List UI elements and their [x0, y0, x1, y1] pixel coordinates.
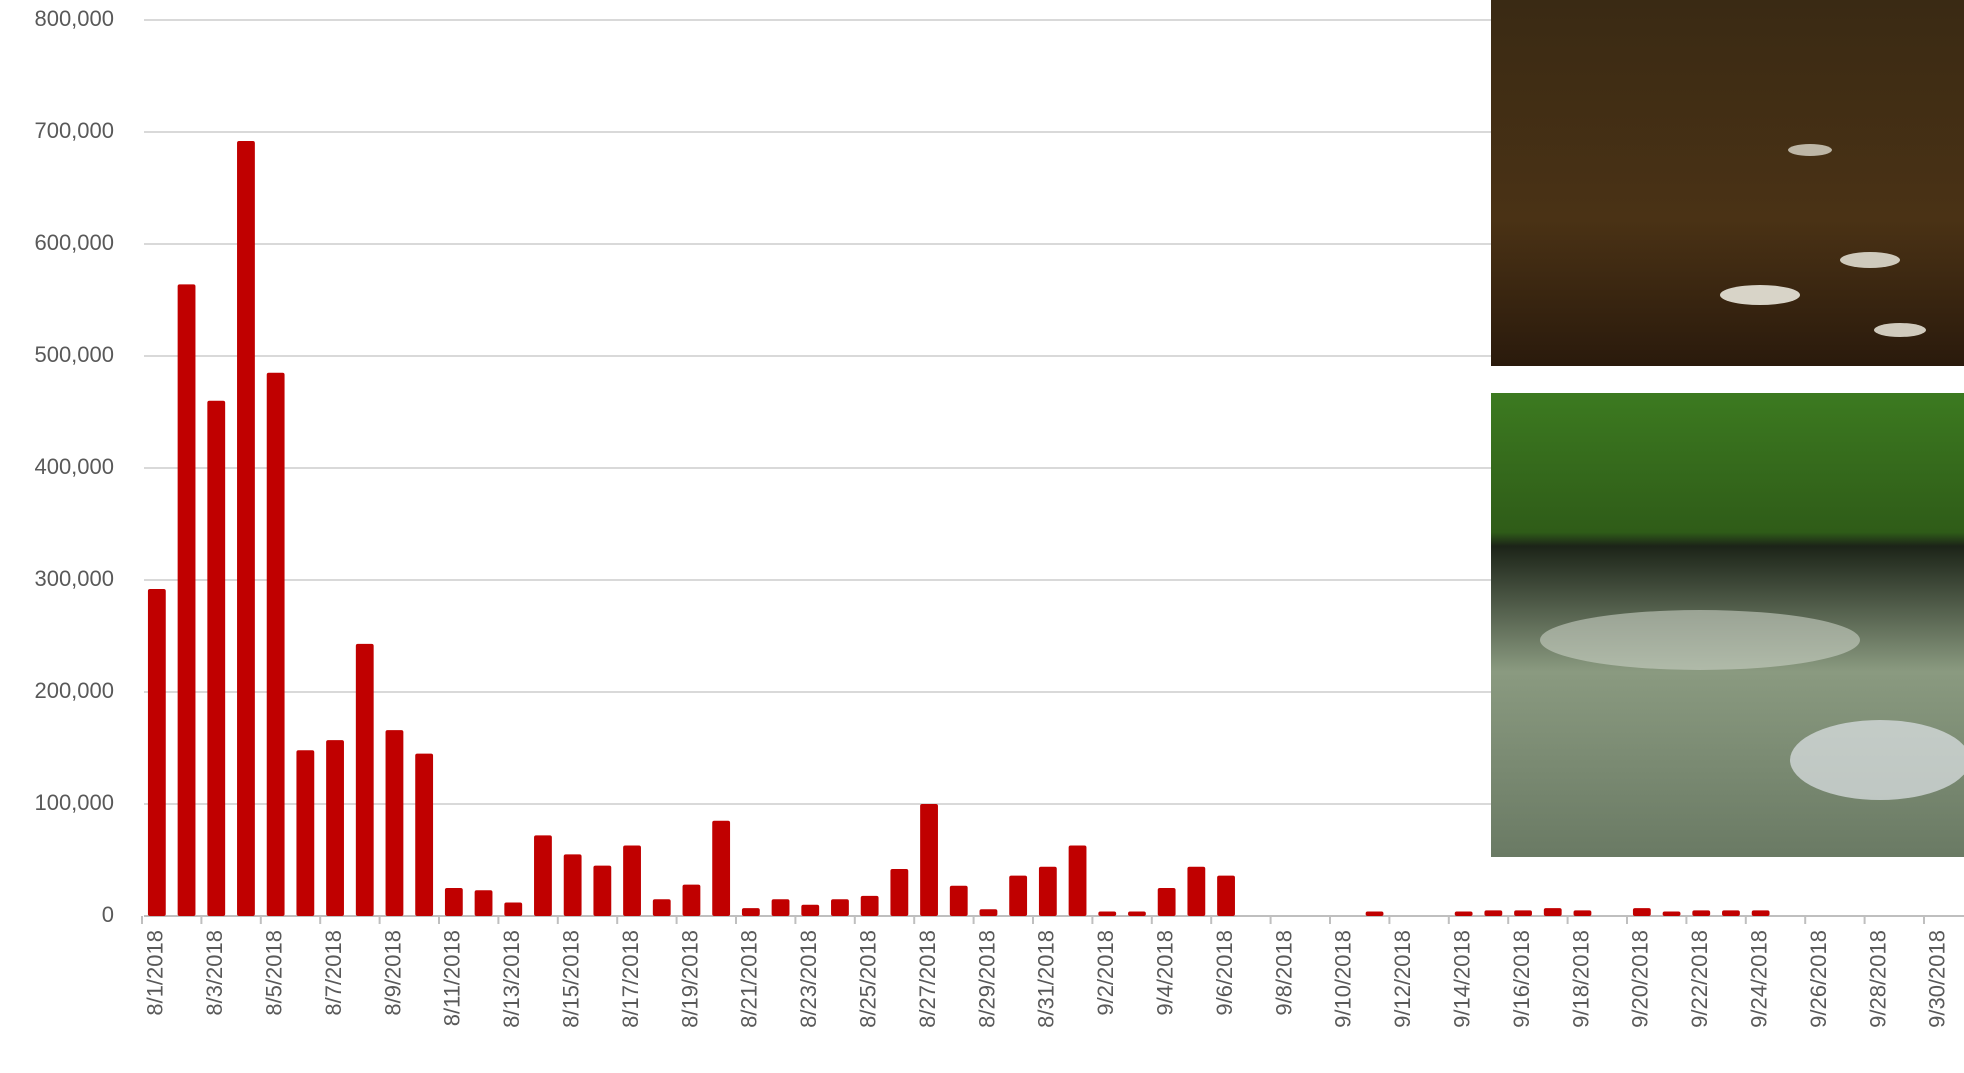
- x-tick-label: 9/28/2018: [1865, 930, 1890, 1028]
- bar: [771, 899, 790, 916]
- bar: [890, 868, 909, 916]
- bar: [1038, 866, 1057, 916]
- bar: [979, 909, 998, 916]
- bar: [712, 820, 731, 916]
- bar: [1068, 845, 1087, 916]
- bar: [207, 400, 226, 916]
- x-tick-label: 8/7/2018: [321, 930, 346, 1016]
- x-tick-label: 9/26/2018: [1806, 930, 1831, 1028]
- x-tick-label: 8/27/2018: [915, 930, 940, 1028]
- x-tick-label: 8/3/2018: [202, 930, 227, 1016]
- bar: [355, 643, 374, 916]
- bar: [177, 284, 196, 916]
- x-tick-label: 8/1/2018: [143, 930, 168, 1016]
- bar: [444, 888, 463, 916]
- x-tick-label: 8/17/2018: [618, 930, 643, 1028]
- bar: [920, 804, 938, 916]
- bar: [1514, 910, 1532, 916]
- bar: [534, 835, 552, 916]
- bar: [1692, 910, 1711, 916]
- x-tick-label: 9/6/2018: [1212, 930, 1237, 1016]
- photo-detail: [1790, 720, 1964, 800]
- x-tick-label: 8/19/2018: [677, 930, 702, 1028]
- bar: [1365, 911, 1384, 916]
- x-tick-label: 9/24/2018: [1746, 930, 1771, 1028]
- x-tick-label: 9/30/2018: [1925, 930, 1950, 1028]
- x-tick-label: 9/18/2018: [1568, 930, 1593, 1028]
- photos: [1491, 0, 1964, 857]
- plot-layer: 0 100,000 200,000 300,000 400,000 500,000 600,…: [34, 6, 1964, 1028]
- bar: [741, 908, 760, 916]
- y-tick-label: 300,000: [34, 566, 114, 591]
- bar: [237, 140, 255, 916]
- bar: [1128, 911, 1146, 916]
- bar: [1632, 908, 1651, 916]
- bar: [860, 895, 879, 916]
- bar: [563, 854, 582, 916]
- x-tick-label: 9/16/2018: [1509, 930, 1534, 1028]
- bar: [1098, 911, 1117, 916]
- bar: [296, 750, 315, 916]
- bar: [1573, 910, 1592, 916]
- bar: [682, 884, 701, 916]
- x-tick-label: 8/11/2018: [440, 930, 465, 1026]
- x-tick-label: 8/29/2018: [974, 930, 999, 1028]
- x-tick-label: 8/15/2018: [558, 930, 583, 1028]
- x-tick-label: 9/10/2018: [1331, 930, 1356, 1028]
- bar: [266, 372, 285, 916]
- y-tick-label: 500,000: [34, 342, 114, 367]
- y-tick-label: 700,000: [34, 118, 114, 143]
- bar: [1662, 911, 1681, 916]
- bar: [1751, 910, 1770, 916]
- x-tick-label: 9/8/2018: [1271, 930, 1296, 1016]
- x-tick-label: 9/14/2018: [1449, 930, 1474, 1028]
- y-tick-label: 400,000: [34, 454, 114, 479]
- bar: [1484, 910, 1503, 916]
- x-tick-label: 9/4/2018: [1152, 930, 1177, 1016]
- bar: [623, 845, 641, 916]
- bar: [1543, 908, 1562, 916]
- bar: [593, 865, 612, 916]
- x-tick-label: 9/2/2018: [1093, 930, 1118, 1016]
- x-tick-label: 8/9/2018: [380, 930, 405, 1016]
- bar: [326, 740, 344, 916]
- bar: [801, 904, 820, 916]
- x-tick-label: 8/25/2018: [855, 930, 880, 1028]
- y-tick-label: 200,000: [34, 678, 114, 703]
- bar: [831, 899, 849, 916]
- x-tick-label: 8/5/2018: [261, 930, 286, 1016]
- x-tick-label: 9/20/2018: [1628, 930, 1653, 1028]
- bar: [1722, 910, 1740, 916]
- photo-detail: [1720, 285, 1800, 305]
- bar: [1157, 888, 1176, 916]
- photo-detail: [1540, 610, 1860, 670]
- y-tick-label: 800,000: [34, 6, 114, 31]
- bar: [385, 730, 404, 916]
- bar: [652, 899, 671, 916]
- bar: [504, 902, 523, 916]
- bar: [1187, 866, 1206, 916]
- x-tick-label: 8/13/2018: [499, 930, 524, 1028]
- bar: [1454, 911, 1473, 916]
- photo-detail: [1840, 252, 1900, 268]
- x-tick-label: 9/12/2018: [1390, 930, 1415, 1028]
- photo-detail: [1788, 144, 1832, 156]
- x-tick-label: 9/22/2018: [1687, 930, 1712, 1028]
- y-tick-label: 600,000: [34, 230, 114, 255]
- bar: [1009, 875, 1028, 916]
- photo-detail: [1874, 323, 1926, 337]
- x-tick-label: 8/23/2018: [796, 930, 821, 1028]
- x-tick-label: 8/31/2018: [1034, 930, 1059, 1028]
- bar: [1217, 875, 1235, 916]
- photo-fish: [1491, 0, 1964, 366]
- bar: [147, 588, 166, 916]
- bar: [474, 890, 493, 916]
- y-tick-label: 100,000: [34, 790, 114, 815]
- y-tick-label: 0: [102, 902, 114, 927]
- bar: [415, 753, 434, 916]
- bar: [949, 885, 968, 916]
- x-tick-label: 8/21/2018: [737, 930, 762, 1028]
